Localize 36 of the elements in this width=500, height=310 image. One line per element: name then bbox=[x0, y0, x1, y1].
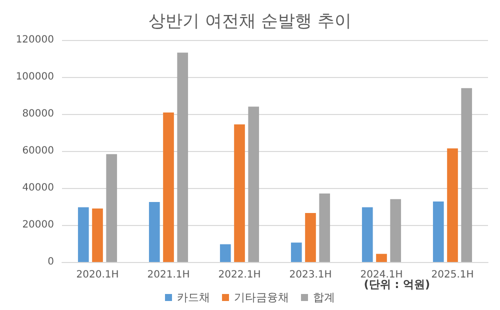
bar bbox=[177, 52, 188, 262]
bar bbox=[305, 212, 316, 262]
bar bbox=[362, 207, 373, 262]
bar bbox=[461, 88, 472, 262]
bar bbox=[106, 154, 118, 262]
bar bbox=[376, 254, 387, 262]
x-tick-label: 2022.1H bbox=[218, 270, 261, 280]
x-tick-label: 2020.1H bbox=[76, 270, 119, 280]
bar bbox=[163, 112, 174, 262]
bar bbox=[148, 202, 160, 262]
legend-label: 기타금융채 bbox=[234, 291, 289, 304]
legend-label: 카드채 bbox=[177, 291, 210, 304]
y-tick-label: 80000 bbox=[22, 108, 54, 120]
y-tick-label: 100000 bbox=[16, 72, 54, 82]
x-tick-label: 2024.1H bbox=[360, 270, 403, 280]
y-tick-label: 20000 bbox=[22, 220, 54, 230]
bar bbox=[220, 244, 231, 262]
bar bbox=[92, 208, 103, 262]
bar bbox=[390, 199, 402, 262]
bar bbox=[432, 202, 444, 262]
bar bbox=[234, 124, 245, 262]
bar bbox=[78, 207, 89, 262]
y-tick-label: 40000 bbox=[22, 182, 54, 194]
x-tick-label: 2021.1H bbox=[147, 270, 190, 280]
legend-label: 합계 bbox=[313, 291, 335, 304]
chart-title: 상반기 여전채 순발행 추이 bbox=[148, 12, 352, 32]
bar bbox=[319, 194, 330, 262]
text: (단위 : 억원) bbox=[364, 278, 430, 291]
x-tick-label: 2025.1H bbox=[431, 270, 474, 280]
y-tick-label: 120000 bbox=[16, 34, 54, 46]
bar bbox=[447, 148, 458, 262]
bar bbox=[248, 106, 260, 262]
y-tick-label: 0 bbox=[48, 256, 54, 268]
y-tick-label: 60000 bbox=[22, 146, 54, 156]
x-tick-label: 2023.1H bbox=[289, 270, 332, 280]
bar bbox=[290, 242, 302, 262]
